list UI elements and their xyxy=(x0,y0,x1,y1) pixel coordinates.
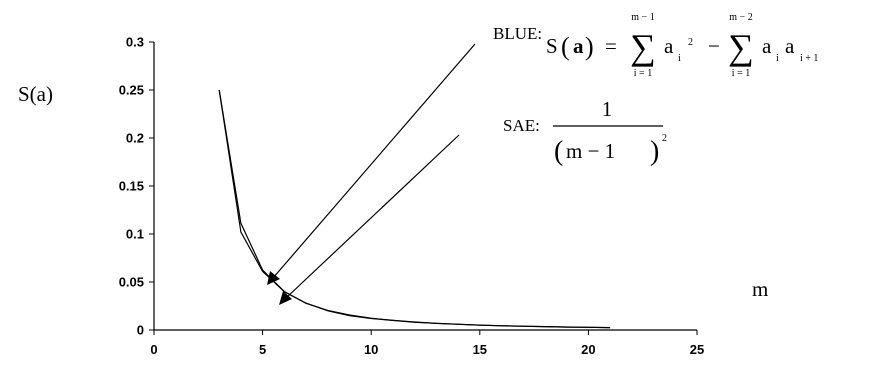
series-line-sae xyxy=(218,89,611,329)
sae-paren-open: ( xyxy=(554,136,563,167)
blue-sum2-sigma: ∑ xyxy=(728,27,754,67)
blue-lhs-paren-open: ( xyxy=(561,32,570,61)
blue-lhs-paren-close: ) xyxy=(585,32,594,61)
x-tick-label: 5 xyxy=(259,342,266,357)
x-tick-label: 0 xyxy=(150,342,157,357)
y-tick-label: 0.05 xyxy=(119,275,144,290)
blue-arrow xyxy=(267,43,476,285)
blue-sum1-sup: 2 xyxy=(688,37,693,48)
sae-label: SAE: xyxy=(503,116,540,135)
blue-sum2-bottom: i = 1 xyxy=(732,68,750,79)
blue-sum1-term: a xyxy=(664,34,674,58)
y-tick-label: 0 xyxy=(137,323,144,338)
blue-sum1-top: m − 1 xyxy=(631,12,654,23)
x-tick-label: 25 xyxy=(690,342,704,357)
y-tick-label: 0.1 xyxy=(126,227,144,242)
axes: 0 5 10 15 20 25 0 0.05 0.1 0.15 0.2 0.25 0.3 xyxy=(119,35,705,358)
y-tick-label: 0.15 xyxy=(119,179,144,194)
blue-sum2-sub-i: i xyxy=(776,53,779,64)
blue-sum1-sigma: ∑ xyxy=(630,27,656,67)
y-tick-label: 0.2 xyxy=(126,131,144,146)
y-tick-label: 0.3 xyxy=(126,35,144,50)
blue-lhs-a: a xyxy=(573,34,584,58)
y-axis-title: S(a) xyxy=(18,82,53,106)
blue-minus: − xyxy=(708,34,720,58)
x-tick-label: 10 xyxy=(364,342,378,357)
sae-exponent: 2 xyxy=(662,133,667,144)
series-line-blue xyxy=(218,89,611,329)
blue-equals: = xyxy=(605,34,617,58)
blue-sum2-top: m − 2 xyxy=(729,12,752,23)
blue-lhs-S: S xyxy=(546,34,558,58)
blue-label: BLUE: xyxy=(493,24,542,43)
blue-formula: BLUE: S ( a ) = m − 1 ∑ i = 1 a i 2 − m … xyxy=(493,12,818,79)
sae-formula: SAE: 1 ( m − 1 ) 2 xyxy=(503,97,667,167)
x-tick-label: 20 xyxy=(581,342,595,357)
y-tick-label: 0.25 xyxy=(119,83,144,98)
blue-arrowhead xyxy=(267,271,280,285)
blue-sum2-sub-ip1: i + 1 xyxy=(800,53,818,64)
sae-numerator: 1 xyxy=(602,97,613,121)
sae-denominator: m − 1 xyxy=(566,139,615,163)
sae-arrow xyxy=(279,134,460,305)
sae-arrowhead xyxy=(279,291,292,305)
blue-sum1-sub: i xyxy=(678,53,681,64)
x-axis-title: m xyxy=(752,277,768,301)
blue-sum2-term-2: a xyxy=(785,34,795,58)
blue-sum1-bottom: i = 1 xyxy=(634,68,652,79)
series-layer xyxy=(218,89,611,329)
blue-sum2-term-1: a xyxy=(762,34,772,58)
sae-paren-close: ) xyxy=(650,136,659,167)
x-tick-label: 15 xyxy=(473,342,487,357)
